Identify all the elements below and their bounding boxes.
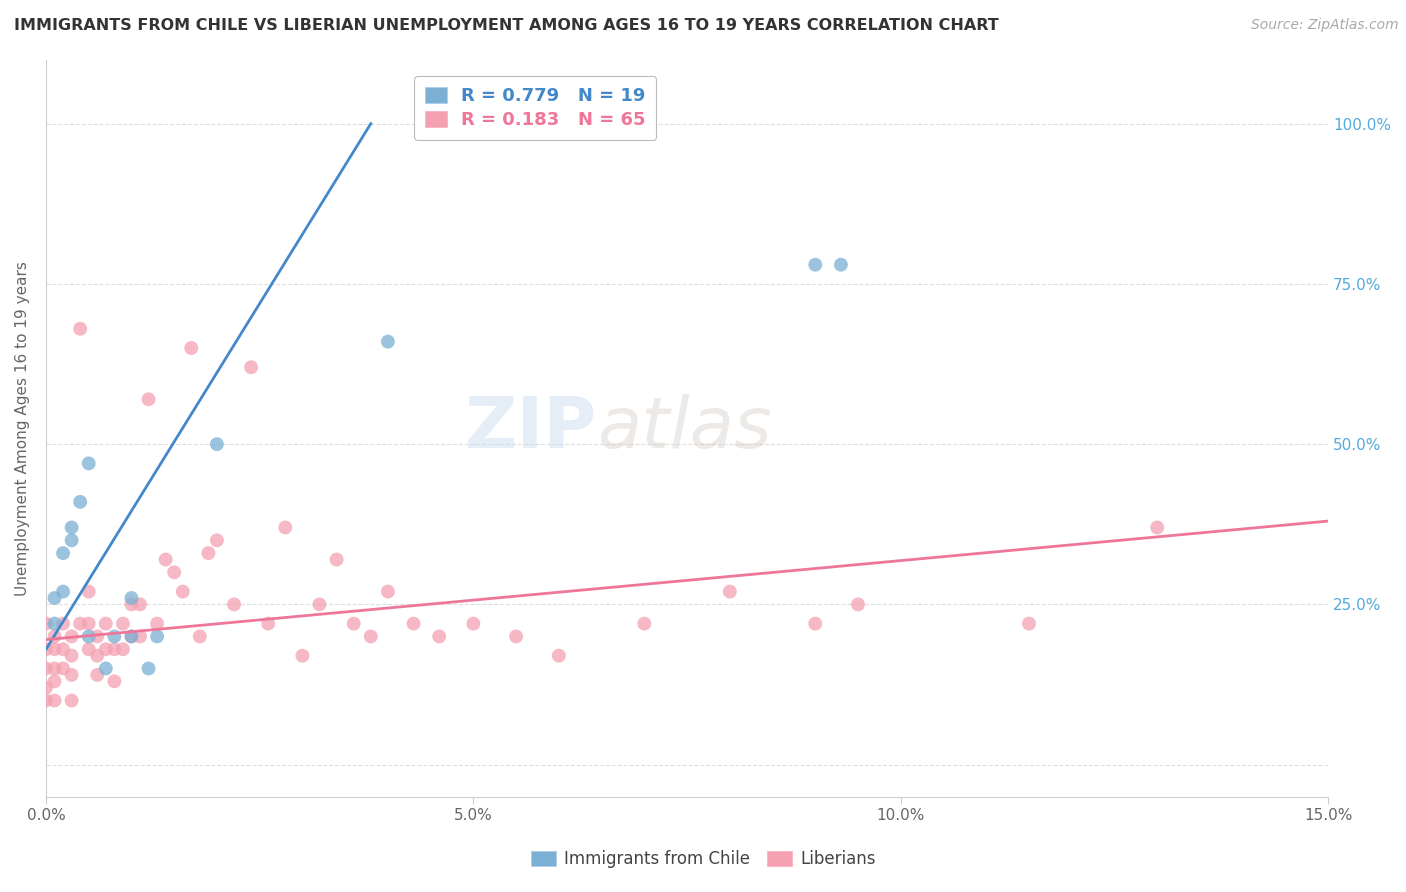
Point bbox=[103, 629, 125, 643]
Point bbox=[69, 616, 91, 631]
Point bbox=[52, 661, 75, 675]
Point bbox=[103, 642, 125, 657]
Point bbox=[1018, 616, 1040, 631]
Point bbox=[69, 322, 91, 336]
Point bbox=[35, 693, 58, 707]
Point bbox=[188, 629, 211, 643]
Point bbox=[138, 392, 160, 407]
Point bbox=[402, 616, 425, 631]
Y-axis label: Unemployment Among Ages 16 to 19 years: Unemployment Among Ages 16 to 19 years bbox=[15, 260, 30, 596]
Point bbox=[60, 520, 83, 534]
Point bbox=[77, 584, 100, 599]
Point bbox=[547, 648, 569, 663]
Point bbox=[35, 661, 58, 675]
Point bbox=[77, 629, 100, 643]
Point bbox=[44, 642, 66, 657]
Point bbox=[505, 629, 527, 643]
Point bbox=[163, 566, 186, 580]
Point bbox=[120, 629, 142, 643]
Point bbox=[205, 437, 228, 451]
Point bbox=[146, 629, 169, 643]
Point bbox=[111, 616, 134, 631]
Point bbox=[44, 693, 66, 707]
Point bbox=[52, 546, 75, 560]
Point bbox=[308, 598, 330, 612]
Point bbox=[86, 629, 108, 643]
Point bbox=[180, 341, 202, 355]
Point bbox=[60, 693, 83, 707]
Point bbox=[44, 591, 66, 605]
Point bbox=[325, 552, 347, 566]
Point bbox=[120, 591, 142, 605]
Point bbox=[138, 661, 160, 675]
Point bbox=[804, 616, 827, 631]
Point bbox=[77, 616, 100, 631]
Point bbox=[44, 661, 66, 675]
Point bbox=[60, 629, 83, 643]
Point bbox=[427, 629, 450, 643]
Point bbox=[111, 642, 134, 657]
Point bbox=[60, 668, 83, 682]
Point bbox=[52, 642, 75, 657]
Text: IMMIGRANTS FROM CHILE VS LIBERIAN UNEMPLOYMENT AMONG AGES 16 TO 19 YEARS CORRELA: IMMIGRANTS FROM CHILE VS LIBERIAN UNEMPL… bbox=[14, 18, 998, 33]
Point bbox=[1146, 520, 1168, 534]
Point bbox=[360, 629, 382, 643]
Point bbox=[718, 584, 741, 599]
Point bbox=[240, 360, 263, 375]
Point bbox=[830, 258, 852, 272]
Point bbox=[44, 629, 66, 643]
Point bbox=[291, 648, 314, 663]
Point bbox=[146, 616, 169, 631]
Point bbox=[103, 674, 125, 689]
Point bbox=[94, 661, 117, 675]
Point bbox=[52, 616, 75, 631]
Point bbox=[120, 629, 142, 643]
Point bbox=[77, 456, 100, 470]
Point bbox=[129, 629, 152, 643]
Point bbox=[44, 674, 66, 689]
Point bbox=[343, 616, 366, 631]
Point bbox=[52, 584, 75, 599]
Point bbox=[172, 584, 194, 599]
Point bbox=[155, 552, 177, 566]
Point bbox=[35, 642, 58, 657]
Point bbox=[60, 533, 83, 548]
Point bbox=[120, 598, 142, 612]
Point bbox=[44, 616, 66, 631]
Point bbox=[94, 616, 117, 631]
Point bbox=[205, 533, 228, 548]
Point bbox=[60, 648, 83, 663]
Point bbox=[86, 648, 108, 663]
Legend: R = 0.779   N = 19, R = 0.183   N = 65: R = 0.779 N = 19, R = 0.183 N = 65 bbox=[413, 76, 657, 140]
Point bbox=[274, 520, 297, 534]
Point bbox=[463, 616, 485, 631]
Point bbox=[77, 642, 100, 657]
Point bbox=[35, 681, 58, 695]
Point bbox=[86, 668, 108, 682]
Point bbox=[257, 616, 280, 631]
Text: ZIP: ZIP bbox=[465, 393, 598, 463]
Point bbox=[804, 258, 827, 272]
Text: atlas: atlas bbox=[598, 393, 772, 463]
Point bbox=[197, 546, 219, 560]
Point bbox=[222, 598, 245, 612]
Point bbox=[633, 616, 655, 631]
Point bbox=[377, 334, 399, 349]
Point bbox=[129, 598, 152, 612]
Point bbox=[846, 598, 869, 612]
Point bbox=[94, 642, 117, 657]
Point bbox=[377, 584, 399, 599]
Legend: Immigrants from Chile, Liberians: Immigrants from Chile, Liberians bbox=[524, 844, 882, 875]
Point bbox=[69, 495, 91, 509]
Text: Source: ZipAtlas.com: Source: ZipAtlas.com bbox=[1251, 18, 1399, 32]
Point bbox=[35, 616, 58, 631]
